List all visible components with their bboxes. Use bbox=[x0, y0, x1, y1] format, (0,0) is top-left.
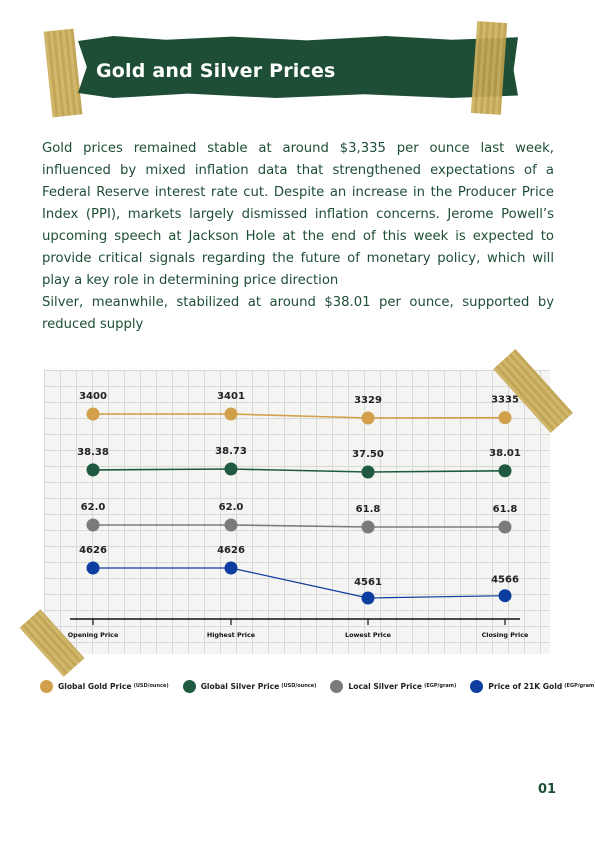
legend-label: Local Silver Price bbox=[348, 681, 423, 691]
data-point bbox=[224, 462, 238, 476]
data-label: 4566 bbox=[491, 575, 519, 586]
data-label: 62.0 bbox=[81, 502, 106, 513]
data-point bbox=[498, 589, 512, 603]
data-label: 4626 bbox=[79, 545, 107, 556]
series-line bbox=[92, 413, 506, 419]
x-tick-label: Closing Price bbox=[482, 631, 529, 639]
data-label: 4561 bbox=[354, 577, 382, 588]
data-point bbox=[86, 407, 100, 421]
data-point bbox=[361, 465, 375, 479]
data-point bbox=[86, 518, 100, 532]
data-point bbox=[361, 520, 375, 534]
legend-unit: (USD/ounce) bbox=[281, 683, 317, 689]
legend-item: Global Gold Price (USD/ounce) bbox=[40, 679, 169, 693]
data-label: 38.38 bbox=[77, 447, 109, 458]
data-point bbox=[86, 561, 100, 575]
data-label: 3401 bbox=[217, 391, 245, 402]
legend-swatch bbox=[330, 679, 344, 693]
chart-legend: Global Gold Price (USD/ounce) Global Silve… bbox=[40, 678, 595, 694]
data-label: 4626 bbox=[217, 545, 245, 556]
data-label: 3400 bbox=[79, 391, 107, 402]
data-point bbox=[224, 518, 238, 532]
data-label: 38.01 bbox=[489, 448, 521, 459]
legend-item: Local Silver Price (EGP/gram) bbox=[330, 679, 457, 693]
data-label: 3329 bbox=[354, 395, 382, 406]
data-label: 3335 bbox=[491, 395, 519, 406]
series-line bbox=[93, 567, 506, 599]
legend-unit: (EGP/gram) bbox=[424, 683, 457, 689]
data-point bbox=[86, 463, 100, 477]
legend-label: Global Gold Price bbox=[58, 681, 132, 691]
data-point bbox=[498, 520, 512, 534]
x-tick-label: Opening Price bbox=[68, 631, 119, 639]
series-line bbox=[93, 524, 505, 528]
x-tick-label: Highest Price bbox=[207, 631, 256, 639]
article-body: Gold prices remained stable at around $3… bbox=[42, 138, 554, 336]
data-label: 38.73 bbox=[215, 446, 247, 457]
data-label: 61.8 bbox=[356, 504, 381, 515]
page-number: 01 bbox=[538, 782, 557, 797]
data-point bbox=[498, 464, 512, 478]
legend-swatch bbox=[182, 679, 196, 693]
data-point bbox=[361, 591, 375, 605]
legend-item: Global Silver Price (USD/ounce) bbox=[182, 679, 317, 693]
data-point bbox=[224, 407, 238, 421]
title-banner bbox=[78, 36, 518, 98]
page-title: Gold and Silver Prices bbox=[96, 60, 336, 82]
series-line bbox=[92, 468, 506, 473]
legend-swatch bbox=[40, 679, 53, 693]
data-point bbox=[361, 411, 375, 425]
data-point bbox=[498, 411, 512, 425]
legend-item: Price of 21K Gold (EGP/gram) bbox=[470, 679, 595, 693]
paragraph: Gold prices remained stable at around $3… bbox=[42, 141, 554, 288]
legend-label: Price of 21K Gold bbox=[488, 681, 563, 691]
paragraph: Silver, meanwhile, stabilized at around … bbox=[42, 295, 554, 332]
data-label: 62.0 bbox=[219, 502, 244, 513]
data-label: 37.50 bbox=[352, 449, 384, 460]
legend-unit: (EGP/gram) bbox=[564, 683, 595, 689]
legend-swatch bbox=[470, 679, 484, 693]
legend-label: Global Silver Price bbox=[200, 681, 280, 691]
data-point bbox=[224, 561, 238, 575]
x-tick-label: Lowest Price bbox=[345, 631, 392, 639]
data-label: 61.8 bbox=[493, 504, 518, 515]
legend-unit: (USD/ounce) bbox=[133, 683, 169, 689]
